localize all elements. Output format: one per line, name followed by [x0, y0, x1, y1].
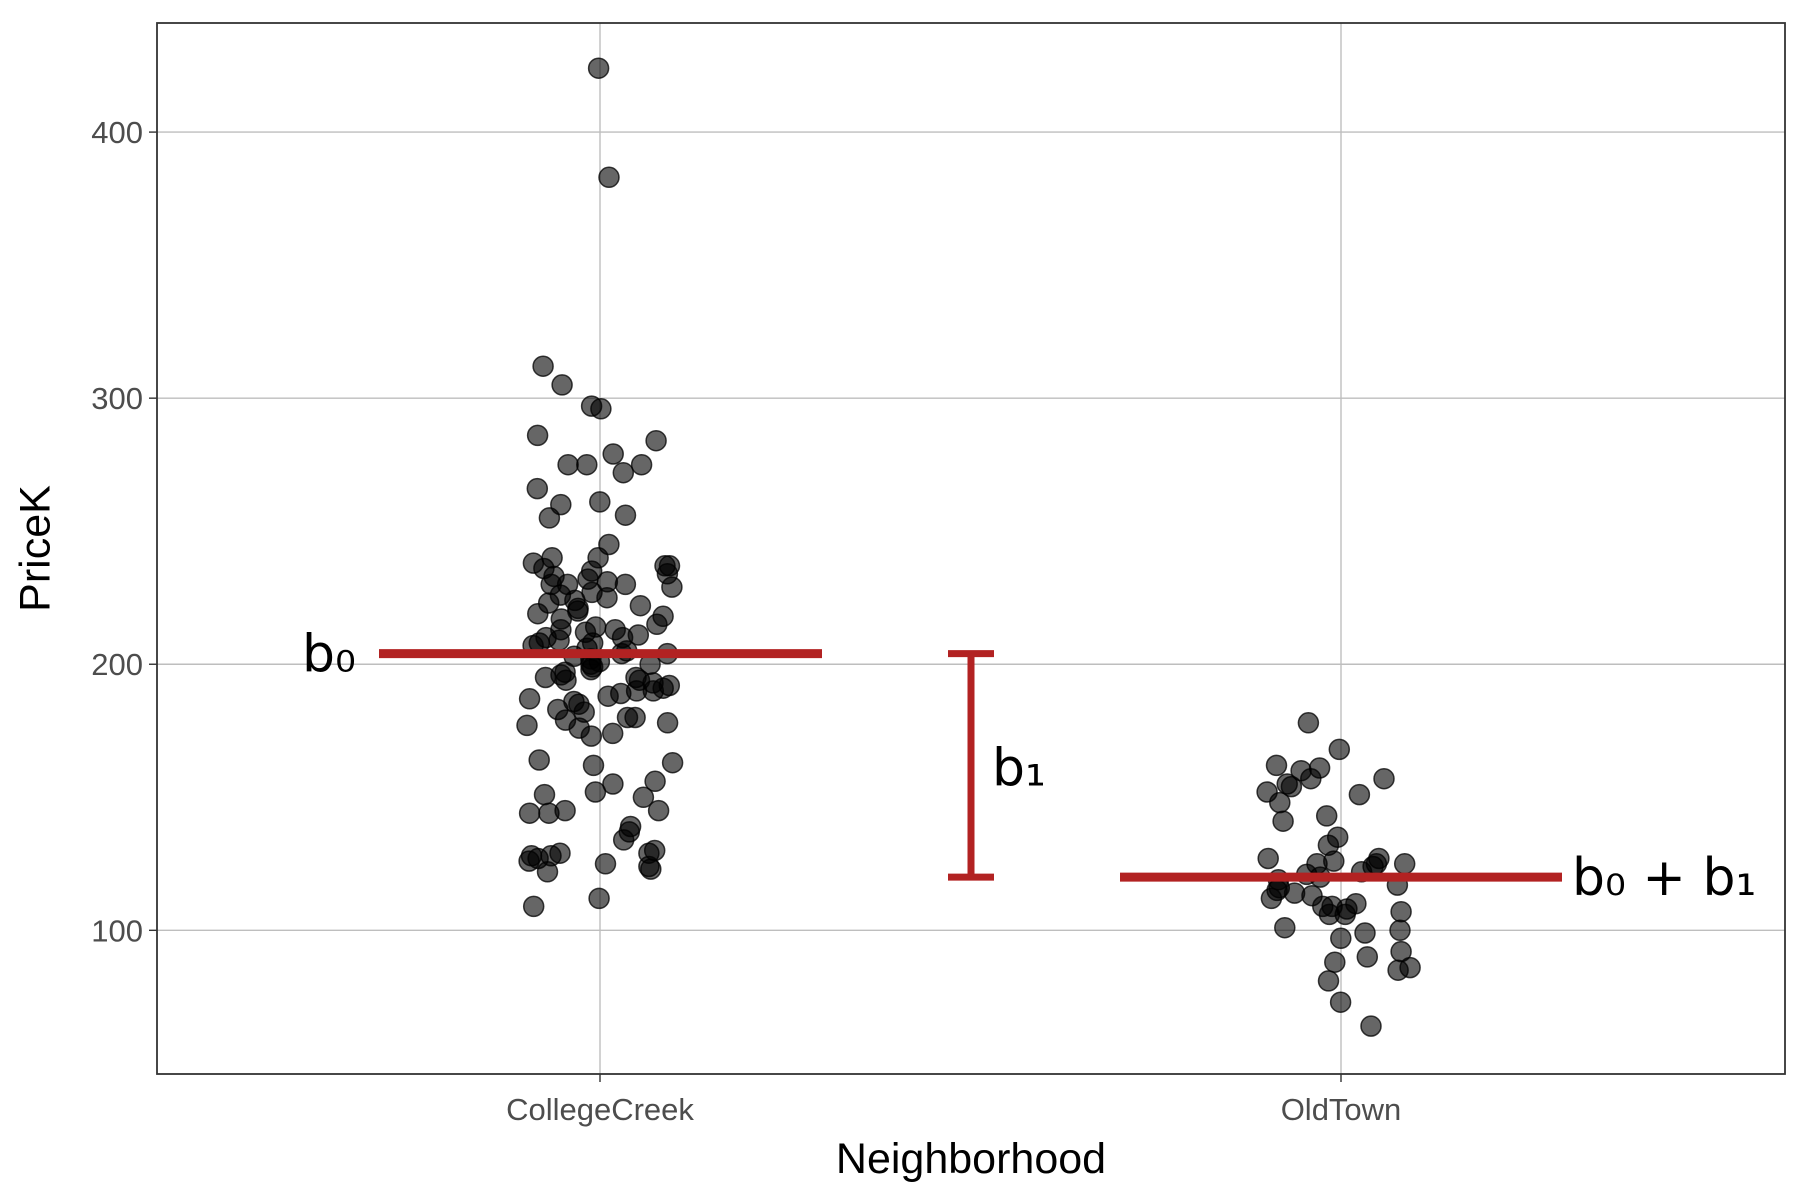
- data-point: [534, 666, 557, 689]
- data-point: [602, 773, 624, 795]
- data-point: [518, 850, 540, 872]
- data-point: [1260, 887, 1283, 910]
- data-point: [580, 658, 602, 681]
- y-tick-label: 300: [91, 381, 143, 416]
- data-point: [587, 57, 610, 79]
- data-point: [1280, 775, 1303, 798]
- data-point: [589, 491, 611, 513]
- data-point: [1348, 783, 1371, 806]
- data-point: [1272, 810, 1294, 832]
- data-point: [646, 613, 668, 636]
- data-point: [538, 507, 561, 529]
- data-point: [630, 453, 653, 476]
- data-point: [624, 706, 646, 729]
- data-point: [1328, 738, 1351, 761]
- data-point: [533, 783, 556, 806]
- annotation-b0-plus-b1-label: b₀ + b₁: [1572, 848, 1756, 908]
- data-point: [526, 424, 549, 447]
- data-point: [1389, 919, 1411, 942]
- annotation-b0-label: b₀: [302, 625, 356, 685]
- data-point: [582, 754, 605, 777]
- x-tick-label: OldTown: [1281, 1092, 1402, 1127]
- data-point: [1387, 959, 1409, 981]
- data-point: [551, 374, 573, 396]
- data-point: [1297, 712, 1320, 734]
- data-point: [580, 725, 603, 747]
- data-point: [614, 504, 637, 526]
- data-point: [528, 749, 550, 771]
- data-point: [557, 453, 579, 476]
- data-point: [576, 453, 598, 476]
- data-point: [518, 802, 541, 824]
- data-point: [1265, 754, 1288, 777]
- panel-border: [156, 22, 1786, 1075]
- data-point: [644, 770, 666, 793]
- data-point: [590, 398, 612, 420]
- data-point: [548, 629, 570, 652]
- data-point: [516, 714, 538, 737]
- data-point: [661, 751, 684, 774]
- data-point: [612, 829, 635, 851]
- data-point: [1373, 767, 1395, 790]
- data-point: [1324, 951, 1346, 973]
- y-tick-label: 100: [91, 913, 143, 948]
- data-point: [1360, 1015, 1382, 1037]
- y-axis-title: PriceK: [11, 485, 59, 612]
- data-point: [1315, 805, 1338, 827]
- data-point: [1274, 916, 1296, 939]
- data-point: [629, 594, 652, 617]
- data-point: [601, 722, 624, 745]
- data-point: [1330, 927, 1352, 950]
- data-point: [594, 853, 617, 875]
- data-point: [1393, 853, 1416, 875]
- data-point: [598, 166, 620, 189]
- data-point: [526, 477, 549, 500]
- data-point: [1329, 991, 1352, 1013]
- data-point: [647, 799, 670, 822]
- data-point: [661, 576, 683, 598]
- y-tick-label: 400: [91, 115, 143, 150]
- plot-panel: [157, 23, 1785, 1074]
- y-tick-label: 200: [91, 647, 143, 682]
- data-point: [518, 688, 541, 710]
- data-point: [1356, 946, 1379, 968]
- data-point: [602, 443, 624, 465]
- annotation-b1-label: b₁: [992, 738, 1046, 798]
- data-point: [584, 781, 607, 803]
- data-point: [1318, 903, 1341, 926]
- data-point: [538, 802, 560, 824]
- data-point: [597, 685, 619, 707]
- data-point: [527, 602, 549, 625]
- data-point: [1269, 791, 1291, 814]
- data-point: [640, 858, 662, 880]
- data-point: [596, 586, 618, 609]
- data-point: [555, 669, 577, 691]
- data-point: [645, 429, 667, 452]
- data-point: [1354, 922, 1376, 944]
- data-point: [522, 895, 545, 918]
- x-tick-label: CollegeCreek: [506, 1092, 694, 1127]
- data-point: [1257, 847, 1279, 870]
- data-point: [1300, 767, 1322, 790]
- data-point: [532, 355, 554, 377]
- data-point: [656, 712, 679, 734]
- data-point: [1390, 900, 1412, 923]
- data-point: [614, 573, 637, 596]
- x-axis-title: Neighborhood: [836, 1135, 1106, 1183]
- data-point: [588, 887, 610, 910]
- data-point: [536, 861, 559, 883]
- data-point: [612, 461, 635, 484]
- data-point: [1317, 970, 1340, 992]
- data-point: [632, 786, 655, 809]
